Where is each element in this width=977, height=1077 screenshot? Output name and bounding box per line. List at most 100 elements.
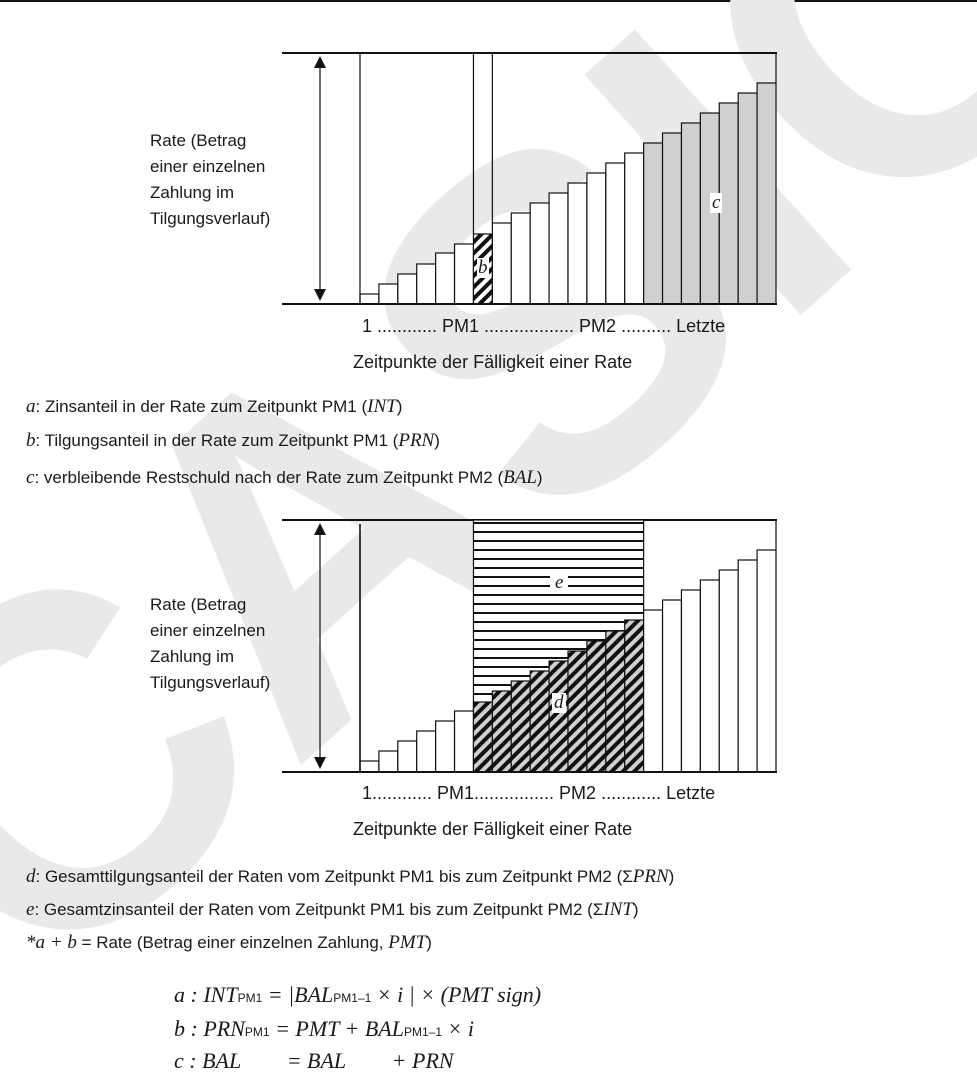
legend-item: c: verbleibende Restschuld nach der Rate… bbox=[26, 468, 543, 488]
bar bbox=[624, 619, 645, 773]
bar bbox=[453, 710, 475, 773]
bar bbox=[756, 549, 777, 773]
formula-part: b : PRN bbox=[174, 1016, 245, 1041]
bar bbox=[699, 579, 720, 773]
legend-symbol: PMT bbox=[388, 932, 427, 953]
legend-text: : Gesamtzinsanteil der Raten vom Zeitpun… bbox=[34, 900, 604, 919]
bar bbox=[624, 152, 645, 305]
bar bbox=[737, 92, 758, 305]
legend-end: ) bbox=[396, 397, 403, 416]
formula-part: + PRN bbox=[386, 1048, 454, 1073]
legend-key: a bbox=[26, 396, 36, 417]
formula-line: a : INTPM1 = |BALPM1–1 × i | × (PMT sign… bbox=[174, 982, 541, 1008]
bar bbox=[661, 132, 683, 305]
mark-e: e bbox=[550, 573, 569, 593]
bar bbox=[605, 630, 626, 773]
legend-key: *a + b bbox=[26, 932, 77, 953]
formula-part: = BAL bbox=[281, 1048, 347, 1073]
legend-end: ) bbox=[632, 900, 639, 919]
bar bbox=[548, 192, 569, 305]
bar bbox=[680, 122, 701, 305]
legend-text: : Tilgungsanteil in der Rate zum Zeitpun… bbox=[35, 431, 399, 450]
formula-part: PM1–1 bbox=[333, 991, 372, 1005]
formula-part: c : BAL bbox=[174, 1048, 242, 1073]
bar bbox=[718, 569, 739, 773]
bar bbox=[491, 222, 512, 305]
bar bbox=[529, 670, 550, 773]
formula-part: = PMT + BAL bbox=[269, 1016, 404, 1041]
formula-line: b : PRNPM1 = PMT + BALPM1–1 × i bbox=[174, 1016, 474, 1042]
formula-part: × i | × (PMT sign) bbox=[371, 982, 542, 1007]
bar bbox=[567, 650, 588, 773]
bar bbox=[548, 660, 569, 773]
bar bbox=[416, 263, 437, 305]
bar bbox=[416, 730, 437, 773]
bar bbox=[643, 609, 664, 773]
formula-part: = |BAL bbox=[262, 982, 334, 1007]
legend-symbol: PRN bbox=[398, 430, 435, 451]
legend-key: c bbox=[26, 467, 35, 488]
bar bbox=[586, 640, 607, 773]
bar bbox=[491, 690, 512, 773]
bar bbox=[378, 283, 399, 305]
legend-text: : verbleibende Restschuld nach der Rate … bbox=[34, 468, 504, 487]
legend-end: ) bbox=[434, 431, 440, 450]
formula-part: × i bbox=[442, 1016, 474, 1041]
formula-line: c : BAL = BAL + PRN bbox=[174, 1048, 454, 1074]
legend-item: d: Gesamttilgungsanteil der Raten vom Ze… bbox=[26, 867, 674, 887]
legend-symbol: INT bbox=[603, 899, 633, 920]
ylabel-line: einer einzelnen bbox=[150, 157, 266, 176]
legend-key: b bbox=[26, 430, 36, 451]
mark-c: c bbox=[710, 192, 723, 213]
bar bbox=[359, 293, 380, 305]
diagram-1 bbox=[282, 52, 777, 305]
diagram2-ylabel: Rate (Betrag einer einzelnen Zahlung im … bbox=[150, 592, 270, 696]
legend-text: : Gesamttilgungsanteil der Raten vom Zei… bbox=[35, 867, 633, 886]
bar bbox=[453, 243, 475, 305]
legend-key: e bbox=[26, 899, 35, 920]
legend-end: ) bbox=[668, 867, 675, 886]
formula-part: PM1 bbox=[237, 991, 263, 1005]
mark-d: d bbox=[552, 692, 566, 713]
formula-part: PM1 bbox=[244, 1025, 270, 1039]
bar bbox=[529, 202, 550, 305]
bar bbox=[567, 182, 588, 305]
legend-end: ) bbox=[536, 468, 543, 487]
ylabel-line: Tilgungsverlauf) bbox=[150, 209, 271, 228]
legend-item: a: Zinsanteil in der Rate zum Zeitpunkt … bbox=[26, 397, 402, 417]
legend-item: b: Tilgungsanteil in der Rate zum Zeitpu… bbox=[26, 431, 440, 451]
bar bbox=[435, 720, 456, 773]
legend-item: *a + b = Rate (Betrag einer einzelnen Za… bbox=[26, 933, 432, 953]
ylabel-line: Rate (Betrag bbox=[150, 595, 247, 614]
bar bbox=[397, 740, 418, 773]
bar bbox=[510, 680, 531, 773]
bar bbox=[680, 589, 701, 773]
ylabel-line: einer einzelnen bbox=[150, 621, 266, 640]
diagram1-xlabel: Zeitpunkte der Fälligkeit einer Rate bbox=[353, 352, 633, 372]
diagram2-xlabel: Zeitpunkte der Fälligkeit einer Rate bbox=[353, 819, 633, 839]
bar bbox=[397, 273, 418, 305]
legend-item: e: Gesamtzinsanteil der Raten vom Zeitpu… bbox=[26, 900, 639, 920]
bar bbox=[435, 252, 456, 305]
diagram-2 bbox=[282, 519, 777, 773]
bar bbox=[472, 701, 493, 773]
legend-key: d bbox=[26, 866, 36, 887]
bar bbox=[510, 212, 531, 305]
legend-text: = Rate (Betrag einer einzelnen Zahlung, bbox=[76, 933, 389, 952]
bar bbox=[756, 82, 777, 305]
diagram2-xticks: 1............ PM1................ PM2 ..… bbox=[362, 783, 716, 803]
diagram1-ylabel: Rate (Betrag einer einzelnen Zahlung im … bbox=[150, 128, 270, 232]
bar bbox=[737, 559, 758, 773]
legend-symbol: PRN bbox=[632, 866, 669, 887]
bar bbox=[605, 162, 626, 305]
bar bbox=[586, 172, 607, 305]
bar bbox=[378, 750, 399, 773]
legend-end: ) bbox=[426, 933, 432, 952]
bar bbox=[643, 142, 664, 305]
bar bbox=[661, 599, 683, 773]
bar bbox=[359, 760, 380, 773]
legend-symbol: INT bbox=[367, 396, 397, 417]
ylabel-line: Zahlung im bbox=[150, 183, 235, 202]
legend-symbol: BAL bbox=[503, 467, 537, 488]
legend-text: : Zinsanteil in der Rate zum Zeitpunkt P… bbox=[35, 397, 368, 416]
